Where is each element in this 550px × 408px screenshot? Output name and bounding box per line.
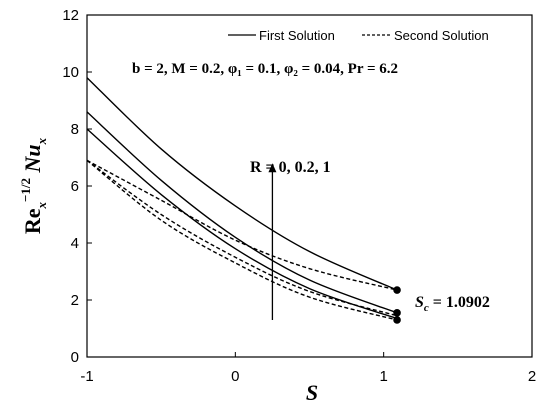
y-tick-label: 0 — [71, 349, 79, 366]
y-axis-label: Rex−1/2 Nux — [18, 137, 49, 234]
y-axis-label-base: Re — [20, 208, 45, 234]
critical-label: Sc = 1.0902 — [415, 294, 490, 314]
legend-second-solution: Second Solution — [394, 28, 489, 43]
y-axis-label-sub1: x — [34, 202, 49, 210]
first-solution-curve-1 — [86, 111, 398, 314]
first-solution-curve-0 — [86, 128, 398, 320]
x-axis-label: S — [306, 380, 318, 405]
y-axis-label-sub2: x — [34, 137, 49, 145]
critical-end-point-1 — [393, 309, 401, 317]
y-axis-label-sup: −1/2 — [18, 178, 33, 202]
y-axis-label-main: Nu — [20, 144, 45, 178]
y-axis-label-group: Rex−1/2 Nux — [18, 137, 49, 234]
critical-label-main: S — [415, 294, 424, 311]
direction-arrow-head — [268, 163, 277, 173]
series-layer — [86, 77, 398, 321]
x-tick-label: 0 — [231, 368, 239, 385]
annotation-layer — [268, 163, 277, 320]
y-tick-label: 4 — [71, 235, 79, 252]
critical-label-sub: c — [424, 302, 429, 314]
y-tick-label: 12 — [62, 7, 79, 24]
second-solution-curve-4 — [86, 159, 398, 317]
y-tick-label: 10 — [62, 64, 79, 81]
critical-end-point-0 — [393, 316, 401, 324]
arrow-label: R = 0, 0.2, 1 — [250, 159, 331, 176]
y-tick-label: 6 — [71, 178, 79, 195]
x-tick-label: 1 — [379, 368, 387, 385]
points-layer — [393, 286, 401, 324]
legend-first-solution: First Solution — [259, 28, 335, 43]
parameters-label: b = 2, M = 0.2, φ₁ = 0.1, φ₂ = 0.04, Pr … — [132, 61, 398, 77]
legend: First Solution Second Solution — [228, 28, 489, 43]
x-tick-label: -1 — [80, 368, 93, 385]
y-tick-label: 2 — [71, 292, 79, 309]
y-tick-label: 8 — [71, 121, 79, 138]
second-solution-curve-5 — [86, 159, 398, 291]
critical-end-point-2 — [393, 286, 401, 294]
x-tick-label: 2 — [528, 368, 536, 385]
critical-label-value: = 1.0902 — [429, 294, 490, 311]
first-solution-curve-2 — [86, 77, 398, 291]
